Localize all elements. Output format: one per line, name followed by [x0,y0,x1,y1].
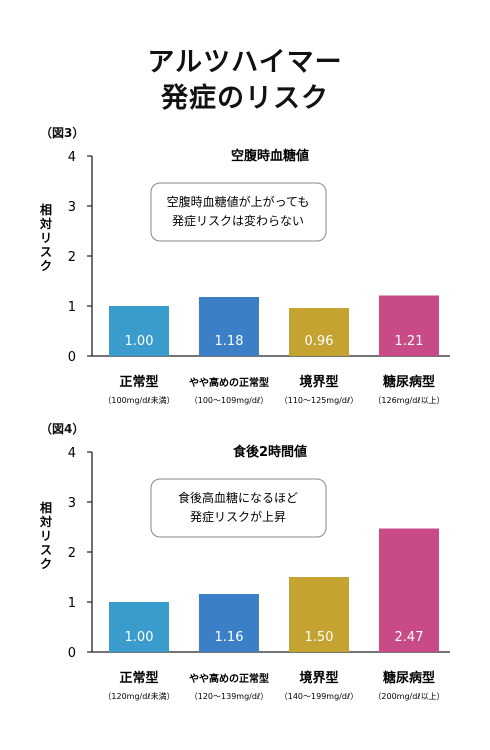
category-range-label: （120〜139mg/dℓ） [190,692,269,701]
annotation-box [150,478,327,538]
y-axis-label-char: ス [40,245,52,259]
bar [109,306,169,356]
category-label: 糖尿病型 [383,670,435,686]
category-label: 境界型 [299,374,338,390]
chart-title: 空腹時血糖値 [231,148,309,164]
bar [199,594,259,652]
annotation-box [150,182,327,242]
category-label: 糖尿病型 [383,374,435,390]
bar [379,528,439,652]
bar-value-label: 1.18 [215,334,244,349]
category-range-label: （110〜125mg/dℓ） [280,396,359,405]
y-tick-label: 4 [68,150,76,165]
figure-3-label: （図3） [40,126,85,140]
annotation-line: 発症リスクが上昇 [190,509,286,524]
chart-title: 食後2時間値 [233,444,307,460]
bar [289,308,349,356]
y-axis-label-char: ス [40,543,52,557]
category-range-label: （140〜199mg/dℓ） [280,692,359,701]
annotation-line: 空腹時血糖値が上がっても [167,194,310,209]
y-tick-label: 2 [68,546,76,561]
y-axis-label-char: 相 [40,500,52,515]
page-title-line-1: アルツハイマー [147,47,343,78]
y-tick-label: 0 [68,646,76,661]
y-axis-label-char: ク [40,259,52,273]
y-axis-label-char: リ [40,231,52,245]
bar [109,602,169,652]
category-label: 境界型 [299,670,338,686]
y-axis-label-char: 対 [39,216,52,231]
category-range-label: （200mg/dℓ以上） [373,692,444,701]
bar [289,577,349,652]
category-range-label: （100mg/dℓ未満） [103,395,174,405]
y-tick-label: 1 [68,596,76,611]
bar-value-label: 1.50 [305,630,334,645]
bar-value-label: 1.00 [125,630,154,645]
y-axis-label-char: ク [40,557,52,571]
y-axis-label-char: 相 [40,202,52,217]
category-range-label: （126mg/dℓ以上） [373,396,444,405]
y-tick-label: 3 [68,496,76,511]
y-tick-label: 4 [68,446,76,461]
bar-value-label: 2.47 [395,630,424,645]
y-tick-label: 3 [68,200,76,215]
category-label: やや高めの正常型 [189,376,269,389]
bar-value-label: 1.00 [125,334,154,349]
y-axis-label-char: リ [40,529,52,543]
bar-value-label: 1.21 [395,334,424,349]
category-label: やや高めの正常型 [189,672,269,685]
y-axis-label-char: 対 [39,514,52,529]
annotation-line: 食後高血糖になるほど [178,490,298,505]
annotation-line: 発症リスクは変わらない [172,213,304,228]
figure-4-label: （図4） [40,422,85,436]
page-title-line-2: 発症のリスク [161,83,329,114]
bar [379,295,439,356]
y-tick-label: 0 [68,350,76,365]
bar-value-label: 1.16 [215,630,244,645]
category-label: 正常型 [119,670,158,686]
bar-value-label: 0.96 [305,334,334,349]
y-tick-label: 2 [68,250,76,265]
category-range-label: （120mg/dℓ未満） [103,691,174,701]
category-label: 正常型 [119,374,158,390]
category-range-label: （100〜109mg/dℓ） [190,396,269,405]
bar [199,297,259,356]
y-tick-label: 1 [68,300,76,315]
